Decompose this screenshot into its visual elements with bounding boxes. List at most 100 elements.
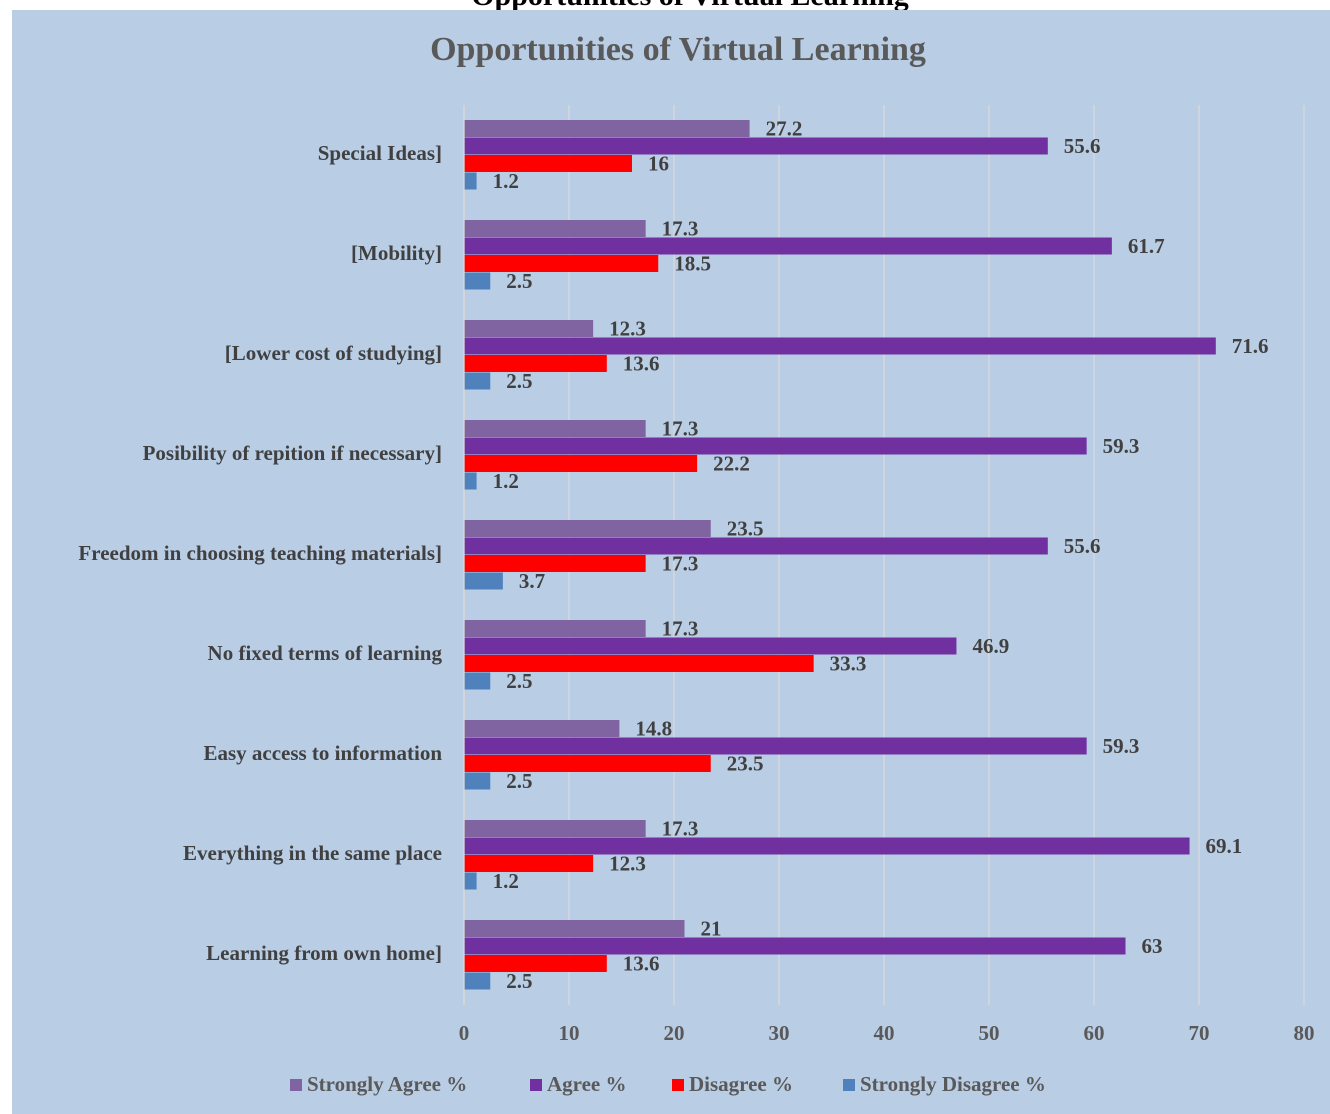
- bar: [464, 172, 477, 190]
- bar: [464, 955, 607, 972]
- x-tick-label: 10: [559, 1021, 580, 1045]
- bar: [464, 420, 646, 437]
- legend-label: Agree %: [547, 1072, 627, 1096]
- x-tick-label: 40: [874, 1021, 895, 1045]
- data-label: 46.9: [972, 634, 1009, 658]
- bar: [464, 555, 646, 572]
- data-label: 1.2: [493, 169, 519, 193]
- data-label: 2.5: [506, 369, 532, 393]
- data-label: 61.7: [1128, 234, 1165, 258]
- bar: [464, 820, 646, 837]
- data-label: 17.3: [662, 552, 699, 576]
- data-label: 16: [648, 152, 669, 176]
- y-tick-label: No fixed terms of learning: [208, 641, 443, 665]
- legend-swatch: [290, 1079, 302, 1091]
- chart-title: Opportunities of Virtual Learning: [430, 31, 926, 68]
- bar: [464, 937, 1126, 955]
- bar: [464, 972, 491, 990]
- legend-label: Disagree %: [689, 1072, 793, 1096]
- legend-swatch: [530, 1079, 542, 1091]
- bar: [464, 220, 646, 237]
- data-label: 17.3: [662, 817, 699, 841]
- data-label: 13.6: [623, 952, 660, 976]
- bar: [464, 920, 685, 937]
- bar: [464, 520, 711, 537]
- data-label: 59.3: [1103, 434, 1140, 458]
- legend-label: Strongly Agree %: [307, 1072, 467, 1096]
- data-label: 17.3: [662, 417, 699, 441]
- bar: [464, 355, 607, 372]
- data-label: 2.5: [506, 269, 532, 293]
- data-label: 1.2: [493, 469, 519, 493]
- data-label: 14.8: [635, 717, 672, 741]
- bar: [464, 537, 1048, 555]
- data-label: 17.3: [662, 617, 699, 641]
- x-tick-label: 70: [1189, 1021, 1210, 1045]
- data-label: 13.6: [623, 352, 660, 376]
- bar: [464, 237, 1112, 255]
- bar: [464, 455, 698, 472]
- bar: [464, 855, 594, 872]
- data-label: 2.5: [506, 769, 532, 793]
- data-label: 18.5: [674, 252, 711, 276]
- data-label: 23.5: [727, 517, 764, 541]
- x-tick-label: 50: [979, 1021, 1000, 1045]
- data-label: 23.5: [727, 752, 764, 776]
- data-label: 71.6: [1232, 334, 1269, 358]
- data-label: 12.3: [609, 317, 646, 341]
- bar: [464, 272, 491, 290]
- x-tick-label: 20: [664, 1021, 685, 1045]
- bar: [464, 472, 477, 490]
- data-label: 21: [701, 917, 722, 941]
- bar: [464, 337, 1216, 355]
- y-tick-label: Easy access to information: [203, 741, 442, 765]
- y-tick-label: Everything in the same place: [183, 841, 442, 865]
- data-label: 55.6: [1064, 134, 1101, 158]
- bar: [464, 737, 1087, 755]
- bar: [464, 720, 620, 737]
- data-label: 12.3: [609, 852, 646, 876]
- bar: [464, 772, 491, 790]
- y-tick-label: Freedom in choosing teaching materials]: [78, 541, 442, 565]
- bar: [464, 372, 491, 390]
- x-tick-label: 80: [1294, 1021, 1315, 1045]
- bar: [464, 320, 594, 337]
- data-label: 55.6: [1064, 534, 1101, 558]
- x-tick-label: 60: [1084, 1021, 1105, 1045]
- data-label: 33.3: [830, 652, 867, 676]
- data-label: 3.7: [519, 569, 545, 593]
- y-tick-label: Learning from own home]: [206, 941, 442, 965]
- bar: [464, 120, 750, 137]
- bar: [464, 572, 503, 590]
- data-label: 2.5: [506, 969, 532, 993]
- data-label: 2.5: [506, 669, 532, 693]
- y-tick-label: [Mobility]: [351, 241, 442, 265]
- data-label: 27.2: [766, 117, 803, 141]
- bar: [464, 655, 814, 672]
- bar: [464, 137, 1048, 155]
- bar: [464, 872, 477, 890]
- caption: Opportunities of Virtual Learning: [471, 0, 909, 12]
- data-label: 59.3: [1103, 734, 1140, 758]
- bar: [464, 255, 659, 272]
- bar: [464, 637, 957, 655]
- bar: [464, 837, 1190, 855]
- data-label: 1.2: [493, 869, 519, 893]
- bar: [464, 672, 491, 690]
- legend-swatch: [843, 1079, 855, 1091]
- bar: [464, 620, 646, 637]
- x-tick-label: 0: [459, 1021, 470, 1045]
- y-tick-label: [Lower cost of studying]: [225, 341, 442, 365]
- legend-swatch: [672, 1079, 684, 1091]
- data-label: 63: [1142, 934, 1163, 958]
- bar: [464, 155, 632, 172]
- bar: [464, 437, 1087, 455]
- data-label: 17.3: [662, 217, 699, 241]
- y-tick-label: Special Ideas]: [318, 141, 442, 165]
- y-tick-label: Posibility of repition if necessary]: [143, 441, 442, 465]
- bar: [464, 755, 711, 772]
- data-label: 22.2: [713, 452, 750, 476]
- x-tick-label: 30: [769, 1021, 790, 1045]
- data-label: 69.1: [1206, 834, 1243, 858]
